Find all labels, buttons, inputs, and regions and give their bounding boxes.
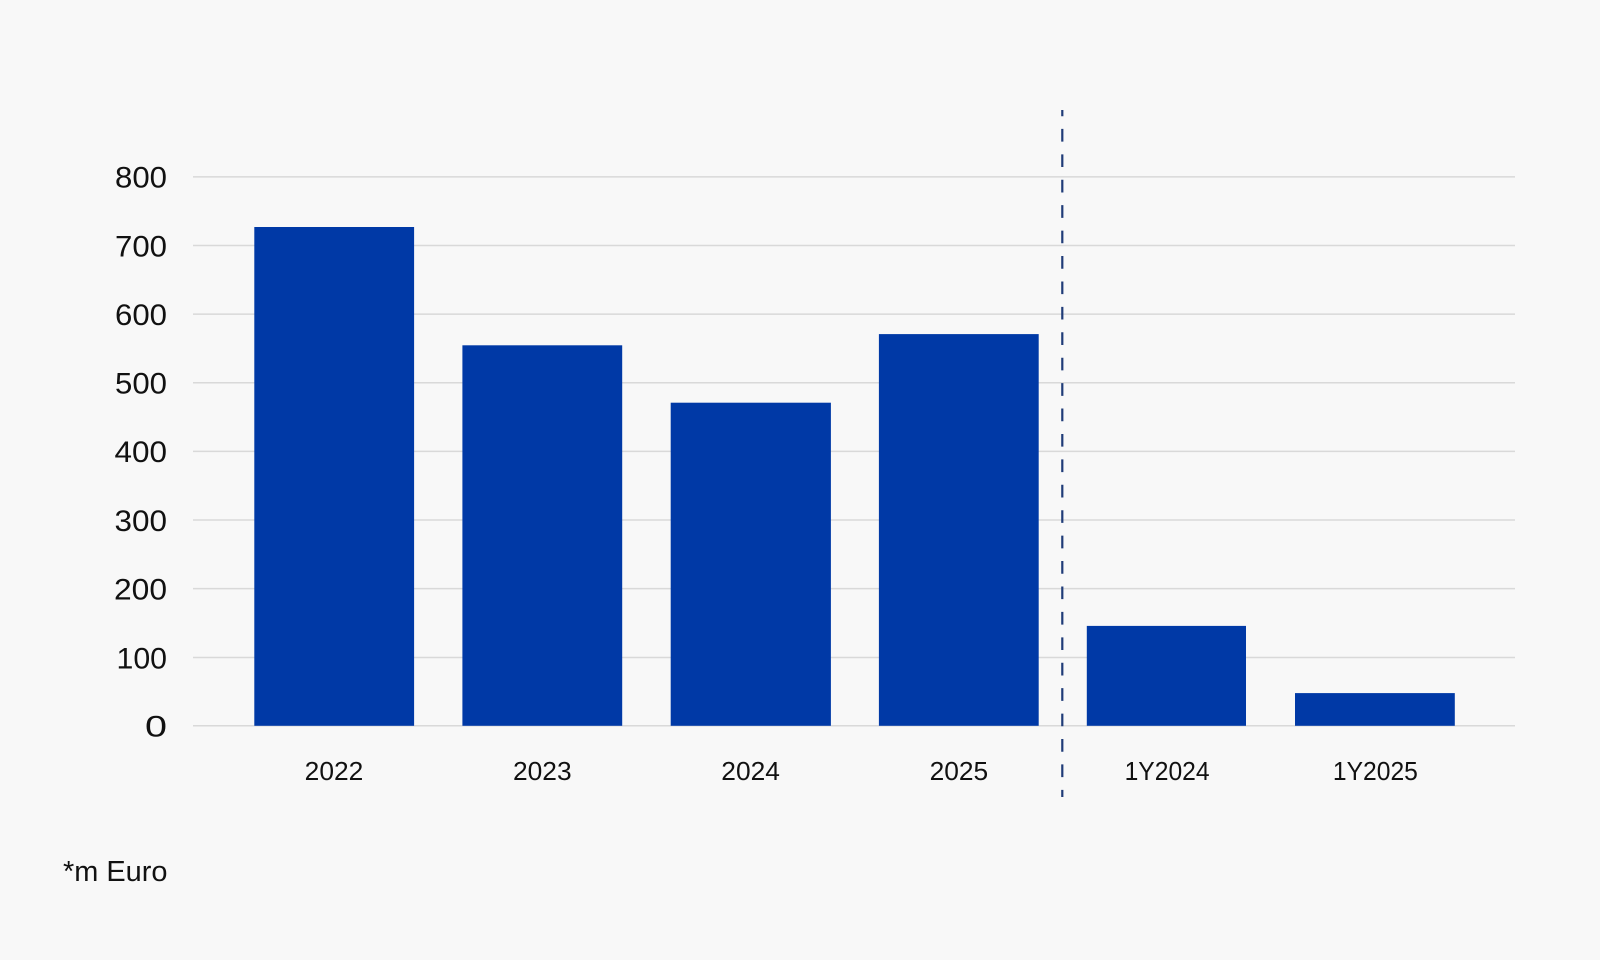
svg-text:2025: 2025 <box>930 756 989 786</box>
svg-text:300: 300 <box>115 505 168 538</box>
svg-text:200: 200 <box>114 573 167 606</box>
svg-text:400: 400 <box>115 436 168 469</box>
svg-text:2022: 2022 <box>305 756 364 786</box>
svg-text:800: 800 <box>115 162 167 195</box>
svg-text:0: 0 <box>145 711 167 744</box>
svg-text:1Y2025: 1Y2025 <box>1333 756 1418 786</box>
svg-text:2024: 2024 <box>721 756 780 786</box>
svg-text:*m Euro: *m Euro <box>63 856 168 888</box>
svg-text:700: 700 <box>115 230 167 263</box>
svg-text:500: 500 <box>115 368 167 401</box>
svg-text:1Y2024: 1Y2024 <box>1125 756 1210 786</box>
svg-text:100: 100 <box>117 642 168 675</box>
svg-text:600: 600 <box>115 299 167 332</box>
svg-text:2023: 2023 <box>513 756 572 786</box>
